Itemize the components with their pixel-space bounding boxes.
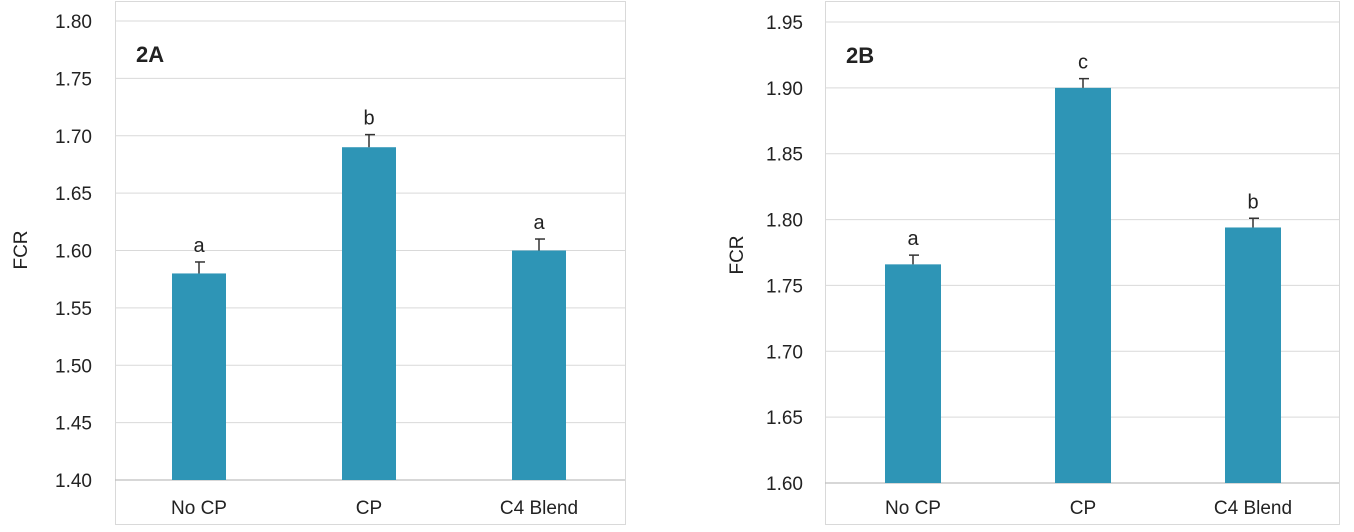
x-tick-label: CP [1070, 498, 1096, 519]
y-tick-label: 1.55 [55, 299, 92, 320]
y-tick-label: 1.70 [766, 342, 803, 363]
x-tick-label: C4 Blend [1214, 498, 1292, 519]
chart-frame [825, 1, 1340, 525]
y-tick-label: 1.75 [766, 276, 803, 297]
bar [512, 250, 566, 480]
bar [1225, 227, 1281, 483]
y-tick-label: 1.50 [55, 356, 92, 377]
chart-frame [115, 1, 626, 525]
y-tick-label: 1.80 [55, 12, 92, 33]
y-axis-label: FCR [727, 235, 748, 274]
y-tick-label: 1.65 [55, 184, 92, 205]
significance-label: b [363, 108, 374, 130]
y-axis-label: FCR [11, 230, 32, 269]
y-tick-label: 1.60 [55, 242, 92, 263]
y-tick-label: 1.75 [55, 69, 92, 90]
panel-label: 2B [846, 43, 874, 68]
x-tick-label: No CP [171, 498, 227, 519]
significance-label: b [1247, 191, 1258, 213]
chart-panel-2a: 1.40 1.45 1.50 1.55 1.60 1.65 1.70 1.75 1.80 a No … [11, 1, 626, 525]
significance-label: a [193, 235, 205, 257]
y-tick-label: 1.65 [766, 408, 803, 429]
y-tick-label: 1.80 [766, 211, 803, 232]
significance-label: a [907, 228, 919, 250]
y-tick-label: 1.70 [55, 127, 92, 148]
panel-label: 2A [136, 42, 164, 67]
significance-label: c [1078, 52, 1088, 74]
y-tick-label: 1.40 [55, 471, 92, 492]
bar [885, 264, 941, 483]
bar [1055, 87, 1111, 483]
bar [342, 147, 396, 480]
x-tick-label: CP [356, 498, 382, 519]
chart-panel-2b: 1.60 1.65 1.70 1.75 1.80 1.85 1.90 1.95 a No CP c C… [727, 1, 1340, 525]
x-tick-label: No CP [885, 498, 941, 519]
bar [172, 273, 226, 480]
y-tick-label: 1.60 [766, 474, 803, 495]
significance-label: a [533, 212, 545, 234]
y-tick-label: 1.90 [766, 79, 803, 100]
y-tick-label: 1.95 [766, 13, 803, 34]
y-tick-label: 1.45 [55, 414, 92, 435]
x-tick-label: C4 Blend [500, 498, 578, 519]
y-tick-label: 1.85 [766, 145, 803, 166]
